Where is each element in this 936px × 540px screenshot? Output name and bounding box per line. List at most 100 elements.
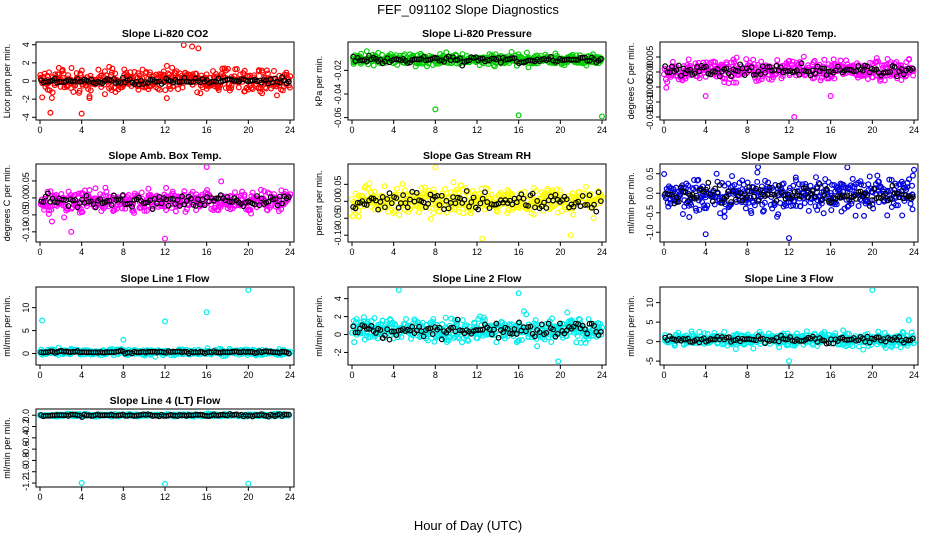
data-point bbox=[582, 339, 589, 346]
black-data-point bbox=[457, 55, 463, 62]
data-point bbox=[754, 169, 761, 176]
data-point bbox=[905, 56, 912, 63]
y-tick-label: 2 bbox=[21, 60, 31, 65]
black-data-point bbox=[497, 59, 504, 66]
data-point bbox=[170, 83, 177, 90]
black-data-point bbox=[377, 199, 384, 205]
black-data-point bbox=[120, 74, 126, 81]
y-tick-label: -0.02 bbox=[333, 60, 343, 81]
data-point bbox=[64, 206, 71, 213]
black-data-point bbox=[543, 329, 550, 336]
black-data-point bbox=[425, 200, 432, 207]
data-point bbox=[730, 79, 737, 86]
data-point bbox=[748, 210, 755, 217]
black-data-point bbox=[891, 190, 898, 197]
data-point bbox=[479, 332, 486, 339]
black-data-point bbox=[816, 181, 823, 187]
data-point bbox=[523, 49, 530, 56]
data-point bbox=[401, 187, 408, 194]
black-data-point bbox=[363, 58, 370, 65]
data-point bbox=[821, 56, 828, 63]
data-point bbox=[598, 331, 605, 338]
black-data-point bbox=[491, 326, 497, 333]
data-point bbox=[675, 329, 682, 336]
x-tick-label: 4 bbox=[79, 125, 84, 135]
black-data-point bbox=[694, 195, 700, 201]
black-data-point bbox=[762, 69, 769, 76]
black-data-point bbox=[404, 204, 411, 211]
outlier-point bbox=[432, 106, 439, 113]
data-point bbox=[820, 210, 827, 217]
black-data-point bbox=[557, 320, 563, 327]
black-data-point bbox=[500, 329, 507, 336]
data-point bbox=[858, 181, 865, 188]
black-data-point bbox=[689, 191, 696, 198]
y-tick-label: 4 bbox=[21, 42, 31, 47]
x-tick-label: 8 bbox=[121, 370, 126, 380]
black-data-point bbox=[70, 78, 76, 85]
data-points bbox=[37, 165, 293, 241]
data-point bbox=[721, 213, 728, 220]
x-tick-label: 24 bbox=[597, 125, 607, 135]
data-point bbox=[228, 85, 235, 92]
black-data-point bbox=[716, 182, 723, 188]
data-point bbox=[49, 89, 56, 96]
data-point bbox=[775, 211, 782, 218]
data-point bbox=[590, 215, 597, 222]
data-point bbox=[685, 182, 692, 189]
black-data-point bbox=[254, 193, 260, 200]
data-point bbox=[45, 203, 52, 210]
x-tick-label: 20 bbox=[243, 247, 253, 257]
black-data-point bbox=[110, 192, 117, 199]
x-tick-label: 12 bbox=[472, 125, 482, 135]
black-data-point bbox=[673, 194, 680, 201]
data-point bbox=[812, 174, 819, 181]
y-tick-label: 5 bbox=[21, 328, 31, 333]
data-point bbox=[424, 337, 431, 344]
black-data-point bbox=[74, 204, 81, 211]
data-point bbox=[286, 84, 293, 91]
data-point bbox=[287, 191, 293, 198]
x-tick-label: 16 bbox=[202, 370, 212, 380]
black-data-point bbox=[550, 326, 557, 333]
black-data-point bbox=[179, 193, 185, 200]
data-point bbox=[197, 90, 204, 97]
black-data-point bbox=[438, 192, 445, 199]
data-point bbox=[95, 66, 102, 73]
x-tick-label: 16 bbox=[514, 370, 524, 380]
data-point bbox=[805, 207, 812, 214]
x-tick-label: 0 bbox=[661, 125, 666, 135]
black-data-point bbox=[696, 68, 703, 75]
black-data-point bbox=[513, 199, 520, 206]
black-data-point bbox=[416, 323, 422, 330]
x-tick-label: 8 bbox=[121, 125, 126, 135]
black-data-point bbox=[680, 65, 687, 72]
outlier-point bbox=[555, 358, 562, 364]
data-point bbox=[750, 345, 757, 352]
black-data-point bbox=[709, 336, 716, 343]
data-point bbox=[156, 86, 163, 93]
x-tick-label: 20 bbox=[867, 125, 877, 135]
outlier-point bbox=[195, 45, 202, 52]
panel-title: Slope Li-820 Temp. bbox=[742, 28, 837, 40]
outlier-point bbox=[702, 231, 709, 238]
data-point bbox=[789, 61, 796, 68]
data-point bbox=[441, 186, 448, 193]
data-point bbox=[679, 211, 686, 218]
x-tick-label: 4 bbox=[391, 125, 396, 135]
black-data-point bbox=[823, 186, 830, 192]
data-point bbox=[218, 178, 225, 185]
black-data-point bbox=[402, 200, 409, 207]
y-tick-label: 0 bbox=[645, 339, 655, 344]
data-point bbox=[583, 183, 590, 190]
black-data-point bbox=[750, 193, 757, 200]
y-tick-label: 10 bbox=[21, 303, 31, 313]
x-tick-label: 0 bbox=[349, 125, 354, 135]
black-data-point bbox=[882, 190, 889, 197]
x-tick-label: 12 bbox=[784, 125, 794, 135]
black-data-point bbox=[174, 197, 181, 203]
data-point bbox=[419, 204, 426, 211]
black-data-point bbox=[716, 73, 723, 80]
data-point bbox=[822, 176, 829, 183]
